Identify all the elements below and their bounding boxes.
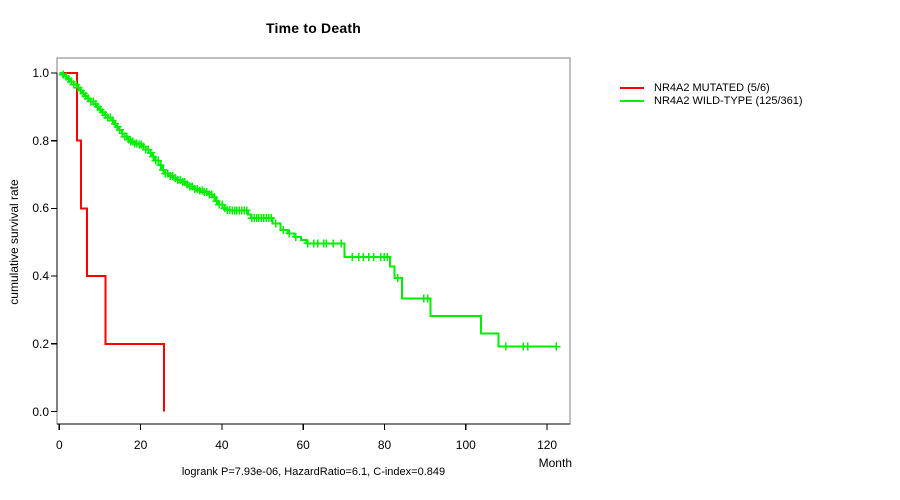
survival-curve-mutated: [59, 72, 166, 412]
legend-item-wild-type: NR4A2 WILD-TYPE (125/361): [620, 94, 803, 107]
legend: NR4A2 MUTATED (5/6) NR4A2 WILD-TYPE (125…: [620, 81, 803, 107]
legend-item-mutated: NR4A2 MUTATED (5/6): [620, 81, 803, 94]
legend-label-wild-type: NR4A2 WILD-TYPE (125/361): [654, 94, 803, 107]
legend-color-line-mutated: [620, 86, 644, 89]
censor-marks-wild-type: [59, 70, 561, 351]
logrank-stats-text: logrank P=7.93e-06, HazardRatio=6.1, C-i…: [181, 466, 446, 478]
legend-color-line-wild-type: [620, 99, 644, 102]
survival-curve-wild-type: [59, 72, 557, 348]
x-axis-unit-label: Month: [538, 456, 572, 470]
legend-label-mutated: NR4A2 MUTATED (5/6): [654, 81, 770, 94]
chart-title: Time to Death: [266, 20, 361, 36]
